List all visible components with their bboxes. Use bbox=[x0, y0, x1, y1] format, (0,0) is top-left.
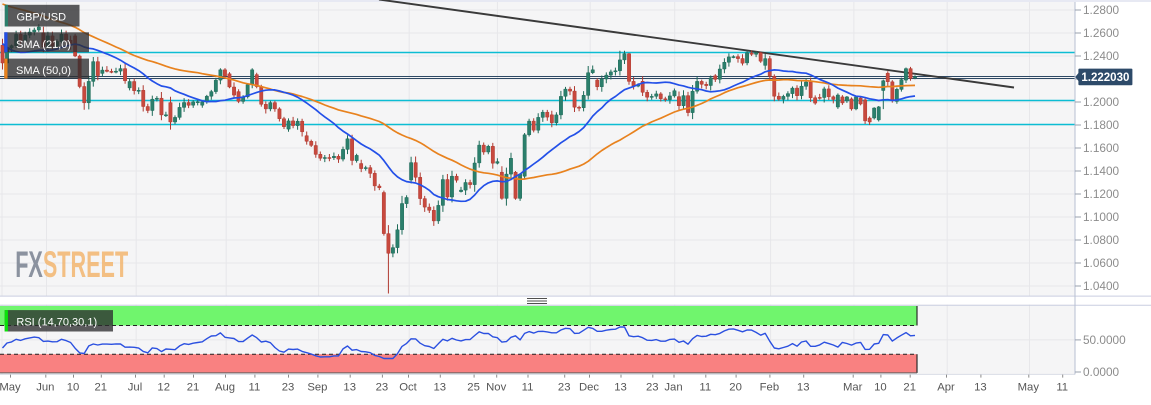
svg-text:1.222030: 1.222030 bbox=[1081, 72, 1129, 84]
svg-text:1.2400: 1.2400 bbox=[1083, 49, 1120, 63]
svg-text:Aug: Aug bbox=[215, 382, 235, 394]
svg-text:11: 11 bbox=[522, 382, 534, 394]
svg-text:GBP/USD: GBP/USD bbox=[17, 11, 67, 23]
svg-text:21: 21 bbox=[95, 382, 108, 394]
svg-text:1.0400: 1.0400 bbox=[1083, 279, 1120, 293]
svg-text:Mar: Mar bbox=[843, 382, 863, 394]
svg-text:13: 13 bbox=[343, 382, 356, 394]
svg-text:13: 13 bbox=[974, 382, 987, 394]
svg-text:21: 21 bbox=[903, 382, 916, 394]
svg-text:Sep: Sep bbox=[307, 382, 327, 394]
svg-text:1.1200: 1.1200 bbox=[1083, 187, 1120, 201]
svg-text:Nov: Nov bbox=[486, 382, 506, 394]
svg-text:0.0000: 0.0000 bbox=[1083, 365, 1120, 379]
svg-text:20: 20 bbox=[729, 382, 742, 394]
svg-text:1.2800: 1.2800 bbox=[1083, 3, 1120, 17]
svg-text:1.2600: 1.2600 bbox=[1083, 26, 1120, 40]
svg-text:1.1800: 1.1800 bbox=[1083, 118, 1120, 132]
svg-text:23: 23 bbox=[282, 382, 295, 394]
svg-text:12: 12 bbox=[157, 382, 170, 394]
svg-text:13: 13 bbox=[614, 382, 627, 394]
svg-text:1.1000: 1.1000 bbox=[1083, 210, 1120, 224]
svg-text:Jul: Jul bbox=[128, 382, 142, 394]
svg-text:1.1600: 1.1600 bbox=[1083, 141, 1120, 155]
svg-text:SMA (50,0): SMA (50,0) bbox=[16, 65, 71, 77]
svg-text:23: 23 bbox=[376, 382, 389, 394]
svg-text:May: May bbox=[1018, 382, 1040, 394]
svg-text:13: 13 bbox=[434, 382, 447, 394]
svg-text:FXSTREET: FXSTREET bbox=[15, 245, 128, 285]
svg-text:Jun: Jun bbox=[36, 382, 54, 394]
svg-text:1.2000: 1.2000 bbox=[1083, 95, 1120, 109]
svg-text:RSI (14,70,30,1): RSI (14,70,30,1) bbox=[16, 317, 97, 329]
svg-text:Dec: Dec bbox=[579, 382, 599, 394]
svg-text:13: 13 bbox=[797, 382, 810, 394]
svg-text:11: 11 bbox=[249, 382, 261, 394]
svg-text:11: 11 bbox=[699, 382, 711, 394]
svg-text:50.0000: 50.0000 bbox=[1083, 333, 1126, 347]
svg-text:1.0800: 1.0800 bbox=[1083, 233, 1120, 247]
svg-text:23: 23 bbox=[646, 382, 659, 394]
svg-text:11: 11 bbox=[1056, 382, 1068, 394]
svg-text:SMA (21,0): SMA (21,0) bbox=[16, 39, 71, 51]
svg-text:25: 25 bbox=[467, 382, 480, 394]
svg-text:Feb: Feb bbox=[760, 382, 779, 394]
svg-text:Apr: Apr bbox=[937, 382, 955, 394]
svg-text:Jan: Jan bbox=[664, 382, 682, 394]
svg-text:23: 23 bbox=[558, 382, 571, 394]
svg-text:May: May bbox=[0, 382, 21, 394]
svg-text:Oct: Oct bbox=[399, 382, 417, 394]
svg-text:1.1400: 1.1400 bbox=[1083, 164, 1120, 178]
svg-text:1.0600: 1.0600 bbox=[1083, 256, 1120, 270]
svg-text:21: 21 bbox=[187, 382, 200, 394]
svg-text:10: 10 bbox=[874, 382, 887, 394]
svg-text:10: 10 bbox=[67, 382, 80, 394]
